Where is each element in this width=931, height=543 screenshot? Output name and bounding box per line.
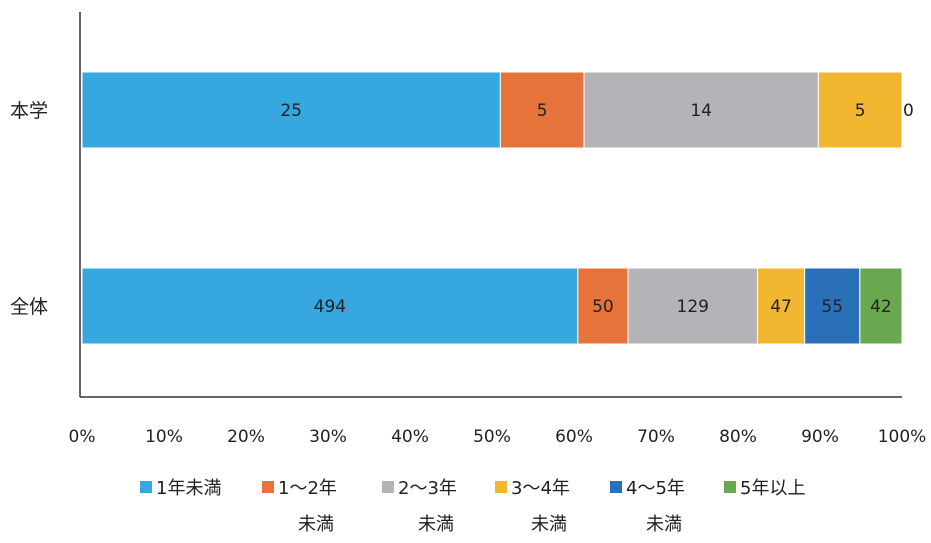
legend-swatch bbox=[495, 481, 507, 493]
data-label: 55 bbox=[821, 297, 843, 317]
legend-label: 1～2年 bbox=[278, 478, 337, 499]
bar-segment bbox=[499, 71, 585, 149]
data-label: 5 bbox=[537, 101, 548, 121]
category-label: 本学 bbox=[10, 100, 48, 122]
bars-layer bbox=[81, 71, 903, 345]
legend-label: 4～5年 bbox=[626, 478, 685, 499]
bar-segment bbox=[804, 267, 861, 345]
legend-swatch bbox=[382, 481, 394, 493]
legend-swatch bbox=[610, 481, 622, 493]
legend-swatch bbox=[140, 481, 152, 493]
legend-label: 1年未満 bbox=[156, 478, 221, 499]
legend-label: 2～3年 bbox=[398, 478, 457, 499]
legend-swatch bbox=[262, 481, 274, 493]
data-label: 47 bbox=[770, 297, 792, 317]
bar-segment bbox=[756, 267, 806, 345]
data-label: 5 bbox=[855, 101, 866, 121]
legend-label: 未満 bbox=[298, 514, 334, 535]
data-label: 25 bbox=[280, 101, 302, 121]
data-label: 42 bbox=[870, 297, 892, 317]
legend-label: 3～4年 bbox=[511, 478, 570, 499]
legend-label: 未満 bbox=[418, 514, 454, 535]
bar-segment bbox=[817, 71, 903, 149]
x-tick-label: 100% bbox=[878, 427, 927, 447]
x-tick-label: 70% bbox=[637, 427, 675, 447]
legend-label: 未満 bbox=[646, 514, 682, 535]
data-label: 494 bbox=[314, 297, 346, 317]
bar-segment bbox=[577, 267, 629, 345]
bar-segment bbox=[859, 267, 903, 345]
data-label: 0 bbox=[903, 101, 914, 121]
category-label: 全体 bbox=[10, 296, 48, 318]
x-tick-label: 0% bbox=[69, 427, 96, 447]
bar-segment bbox=[627, 267, 758, 345]
x-tick-label: 10% bbox=[145, 427, 183, 447]
data-label: 14 bbox=[690, 101, 712, 121]
bar-segment bbox=[81, 267, 579, 345]
x-tick-label: 30% bbox=[309, 427, 347, 447]
legend-label: 5年以上 bbox=[740, 478, 805, 499]
data-label: 129 bbox=[677, 297, 709, 317]
x-tick-label: 50% bbox=[473, 427, 511, 447]
x-tick-label: 20% bbox=[227, 427, 265, 447]
data-label: 50 bbox=[592, 297, 614, 317]
x-tick-label: 40% bbox=[391, 427, 429, 447]
legend-label: 未満 bbox=[531, 514, 567, 535]
bar-segment bbox=[583, 71, 819, 149]
legend-swatch bbox=[724, 481, 736, 493]
x-tick-label: 90% bbox=[801, 427, 839, 447]
x-tick-label: 80% bbox=[719, 427, 757, 447]
x-tick-label: 60% bbox=[555, 427, 593, 447]
bar-segment bbox=[81, 71, 501, 149]
